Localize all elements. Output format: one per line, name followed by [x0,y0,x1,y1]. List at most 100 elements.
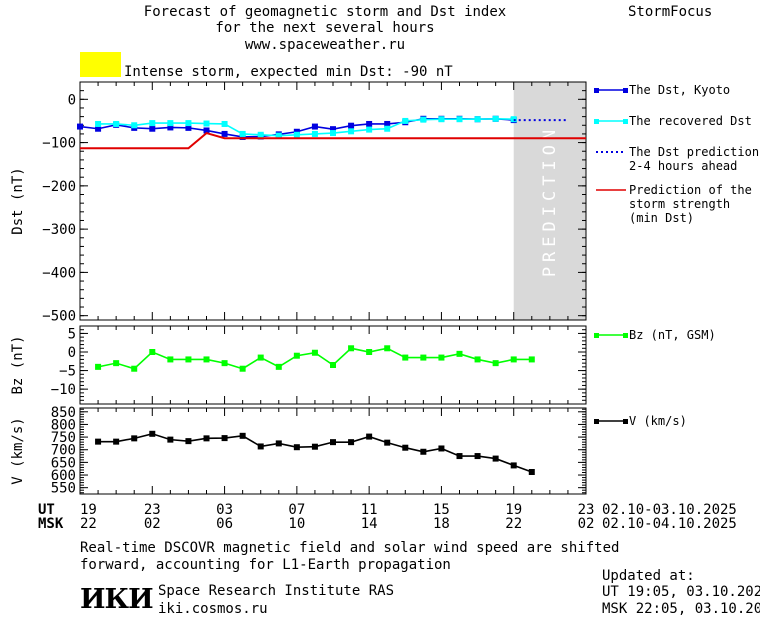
bz-data-point [492,360,499,367]
ut-tick-label: 15 [433,502,450,518]
dst-data-point [239,130,246,137]
brand-title: StormFocus [628,4,713,20]
bz-data-point [348,345,355,352]
v-data-point [330,439,336,446]
bz-data-point [149,349,156,355]
dst-data-point [474,116,481,123]
v-data-point [95,438,102,445]
bz-data-point [384,345,391,352]
dst-data-point [167,120,174,127]
v-data-point [384,439,391,446]
msk-tick-label: 22 [80,516,97,532]
dst-ytick-label: −300 [42,222,76,238]
bz-data-point [113,360,120,367]
dst-data-point [167,124,174,131]
v-data-point [275,440,282,447]
msk-tick-label: 06 [216,516,233,532]
legend-label-dst-3: Prediction of the [629,183,752,197]
dst-data-point [221,120,228,127]
v-panel-frame [79,407,587,495]
chart-title-url: www.spaceweather.ru [244,37,406,53]
storm-label: Intense storm, expected min Dst: -90 nT [124,64,453,80]
updated-msk: MSK 22:05, 03.10.2025 [602,601,760,617]
chart-title-line2: for the next several hours [215,20,435,36]
bz-data-point [185,356,192,363]
footer-note-line2: forward, accounting for L1-Earth propaga… [80,557,451,573]
v-data-point [167,436,174,443]
v-data-point [510,462,517,469]
ut-date-range: 02.10-03.10.2025 [602,502,737,518]
bz-data-point [203,356,210,363]
dst-data-point [311,130,318,137]
dst-data-point [77,123,83,130]
dst-data-point [492,115,499,122]
msk-axis-label: MSK [38,516,64,532]
v-axis-label: V (km/s) [10,417,26,484]
dst-data-point [348,128,355,135]
legend-marker [594,88,599,93]
v-ytick-label: 800 [51,417,76,433]
bz-data-point [257,354,264,361]
legend-label-dst-3: (min Dst) [629,211,694,225]
legend-label-bz-0: Bz (nT, GSM) [629,328,716,342]
dst-data-point [113,120,120,127]
institute-name: Space Research Institute RAS [158,583,395,599]
bz-data-point [438,354,445,361]
dst-data-point [239,133,246,140]
v-data-point [203,435,210,442]
footer-note-line1: Real-time DSCOVR magnetic field and sola… [80,540,620,556]
bz-data-point [293,352,300,359]
msk-tick-label: 02 [144,516,161,532]
legend-label-v-0: V (km/s) [629,414,687,428]
dst-series-line-1 [98,117,514,137]
institute-site[interactable]: iki.cosmos.ru [158,601,268,617]
dst-data-point [366,120,373,127]
dst-ytick-label: −500 [42,309,76,325]
v-series-line-0 [98,432,533,473]
dst-data-point [384,125,391,132]
bz-ytick-label: 5 [68,326,76,342]
dst-data-point [185,120,192,127]
chart-title-line1: Forecast of geomagnetic storm and Dst in… [143,4,507,20]
bz-data-point [131,365,138,372]
msk-tick-label: 18 [433,516,450,532]
ut-tick-label: 23 [578,502,595,518]
v-data-point [366,433,373,440]
dst-data-point [203,120,210,127]
legend-marker [594,419,599,424]
dst-data-point [456,116,463,123]
legend-marker [594,119,599,124]
iki-logo: ИКИ [80,584,154,615]
legend-label-dst-0: The Dst, Kyoto [629,83,730,97]
v-data-point [348,439,355,446]
v-data-point [492,455,499,462]
dst-data-point [366,126,373,133]
v-data-point [131,435,138,442]
v-data-point [293,444,300,451]
legend-marker [623,119,628,124]
ut-tick-label: 07 [288,502,305,518]
updated-label: Updated at: [602,568,695,584]
dst-data-point [275,132,282,139]
v-data-point [402,444,409,451]
dst-ytick-label: −100 [42,136,76,152]
dst-data-point [384,120,391,127]
dst-ytick-label: −400 [42,265,76,281]
bz-data-point [420,354,427,361]
dst-data-point [185,124,192,131]
bz-ytick-label: −10 [51,382,76,398]
dst-ytick-label: −200 [42,179,76,195]
dst-data-point [293,128,300,135]
dst-series-line-3 [80,131,586,150]
bz-data-point [366,349,373,355]
bz-data-point [221,360,228,367]
v-ytick-label: 600 [51,468,76,484]
msk-tick-label: 02 [578,516,595,532]
msk-tick-label: 14 [361,516,378,532]
bz-data-point [239,365,246,372]
ut-tick-label: 19 [80,502,97,518]
dst-data-point [438,116,445,123]
v-data-point [113,438,120,445]
ut-tick-label: 23 [144,502,161,518]
